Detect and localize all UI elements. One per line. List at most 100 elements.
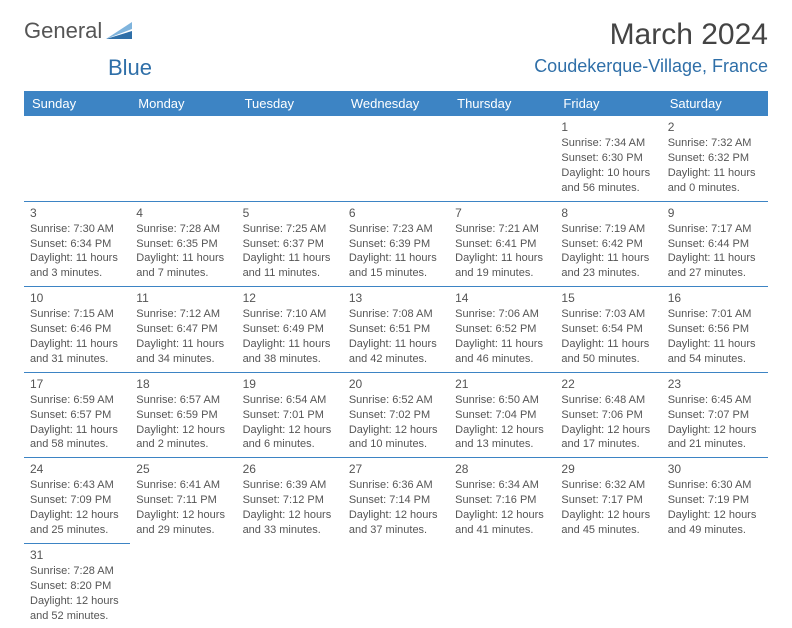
location-label: Coudekerque-Village, France xyxy=(534,56,768,77)
daylight2-text: and 2 minutes. xyxy=(136,437,230,452)
daylight2-text: and 58 minutes. xyxy=(30,437,124,452)
daylight2-text: and 10 minutes. xyxy=(349,437,443,452)
daylight2-text: and 38 minutes. xyxy=(243,352,337,367)
calendar-cell xyxy=(449,543,555,628)
day-number: 23 xyxy=(668,376,762,392)
sunrise-text: Sunrise: 6:39 AM xyxy=(243,478,337,493)
sunrise-text: Sunrise: 7:21 AM xyxy=(455,222,549,237)
month-title: March 2024 xyxy=(534,18,768,52)
daylight2-text: and 17 minutes. xyxy=(561,437,655,452)
day-number: 6 xyxy=(349,205,443,221)
calendar-cell: 11Sunrise: 7:12 AMSunset: 6:47 PMDayligh… xyxy=(130,287,236,373)
daylight1-text: Daylight: 12 hours xyxy=(30,594,124,609)
day-number: 14 xyxy=(455,290,549,306)
daylight2-text: and 45 minutes. xyxy=(561,523,655,538)
daylight2-text: and 13 minutes. xyxy=(455,437,549,452)
day-number: 9 xyxy=(668,205,762,221)
daylight1-text: Daylight: 11 hours xyxy=(136,251,230,266)
daylight1-text: Daylight: 11 hours xyxy=(243,337,337,352)
sunset-text: Sunset: 7:11 PM xyxy=(136,493,230,508)
calendar-row: 24Sunrise: 6:43 AMSunset: 7:09 PMDayligh… xyxy=(24,458,768,544)
daylight1-text: Daylight: 11 hours xyxy=(668,251,762,266)
daylight2-text: and 37 minutes. xyxy=(349,523,443,538)
daylight2-text: and 56 minutes. xyxy=(561,181,655,196)
calendar-cell: 7Sunrise: 7:21 AMSunset: 6:41 PMDaylight… xyxy=(449,201,555,287)
sunset-text: Sunset: 6:39 PM xyxy=(349,237,443,252)
day-number: 20 xyxy=(349,376,443,392)
sunrise-text: Sunrise: 7:10 AM xyxy=(243,307,337,322)
calendar-cell: 3Sunrise: 7:30 AMSunset: 6:34 PMDaylight… xyxy=(24,201,130,287)
day-number: 5 xyxy=(243,205,337,221)
day-number: 25 xyxy=(136,461,230,477)
calendar-cell: 13Sunrise: 7:08 AMSunset: 6:51 PMDayligh… xyxy=(343,287,449,373)
sunset-text: Sunset: 6:30 PM xyxy=(561,151,655,166)
day-number: 1 xyxy=(561,119,655,135)
day-number: 19 xyxy=(243,376,337,392)
daylight1-text: Daylight: 12 hours xyxy=(349,423,443,438)
sunset-text: Sunset: 6:47 PM xyxy=(136,322,230,337)
daylight1-text: Daylight: 11 hours xyxy=(455,337,549,352)
calendar-cell: 4Sunrise: 7:28 AMSunset: 6:35 PMDaylight… xyxy=(130,201,236,287)
calendar-cell: 15Sunrise: 7:03 AMSunset: 6:54 PMDayligh… xyxy=(555,287,661,373)
sunrise-text: Sunrise: 7:15 AM xyxy=(30,307,124,322)
sunrise-text: Sunrise: 6:50 AM xyxy=(455,393,549,408)
day-number: 28 xyxy=(455,461,549,477)
sunset-text: Sunset: 6:52 PM xyxy=(455,322,549,337)
daylight2-text: and 25 minutes. xyxy=(30,523,124,538)
sunset-text: Sunset: 7:06 PM xyxy=(561,408,655,423)
calendar-cell xyxy=(343,116,449,201)
daylight2-text: and 52 minutes. xyxy=(30,609,124,624)
sunset-text: Sunset: 6:35 PM xyxy=(136,237,230,252)
daylight1-text: Daylight: 11 hours xyxy=(561,251,655,266)
sunrise-text: Sunrise: 7:01 AM xyxy=(668,307,762,322)
day-number: 15 xyxy=(561,290,655,306)
daylight2-text: and 11 minutes. xyxy=(243,266,337,281)
day-number: 26 xyxy=(243,461,337,477)
calendar-row: 17Sunrise: 6:59 AMSunset: 6:57 PMDayligh… xyxy=(24,372,768,458)
daylight1-text: Daylight: 12 hours xyxy=(668,423,762,438)
daylight1-text: Daylight: 11 hours xyxy=(30,337,124,352)
day-number: 17 xyxy=(30,376,124,392)
daylight2-text: and 50 minutes. xyxy=(561,352,655,367)
daylight2-text: and 27 minutes. xyxy=(668,266,762,281)
calendar-row: 10Sunrise: 7:15 AMSunset: 6:46 PMDayligh… xyxy=(24,287,768,373)
daylight2-text: and 29 minutes. xyxy=(136,523,230,538)
daylight1-text: Daylight: 11 hours xyxy=(455,251,549,266)
day-number: 4 xyxy=(136,205,230,221)
sunset-text: Sunset: 6:42 PM xyxy=(561,237,655,252)
day-number: 31 xyxy=(30,547,124,563)
calendar-cell xyxy=(555,543,661,628)
weekday-header: Thursday xyxy=(449,91,555,116)
calendar-cell: 2Sunrise: 7:32 AMSunset: 6:32 PMDaylight… xyxy=(662,116,768,201)
sunset-text: Sunset: 7:01 PM xyxy=(243,408,337,423)
day-number: 29 xyxy=(561,461,655,477)
calendar-cell: 22Sunrise: 6:48 AMSunset: 7:06 PMDayligh… xyxy=(555,372,661,458)
sunset-text: Sunset: 7:17 PM xyxy=(561,493,655,508)
day-number: 3 xyxy=(30,205,124,221)
title-block: March 2024 Coudekerque-Village, France xyxy=(534,18,768,77)
daylight1-text: Daylight: 11 hours xyxy=(243,251,337,266)
daylight1-text: Daylight: 12 hours xyxy=(243,423,337,438)
day-number: 30 xyxy=(668,461,762,477)
day-number: 8 xyxy=(561,205,655,221)
sunset-text: Sunset: 7:07 PM xyxy=(668,408,762,423)
sunrise-text: Sunrise: 7:28 AM xyxy=(136,222,230,237)
sunrise-text: Sunrise: 6:30 AM xyxy=(668,478,762,493)
daylight2-text: and 34 minutes. xyxy=(136,352,230,367)
sunrise-text: Sunrise: 7:06 AM xyxy=(455,307,549,322)
logo: General xyxy=(24,18,136,44)
daylight1-text: Daylight: 11 hours xyxy=(668,337,762,352)
daylight1-text: Daylight: 12 hours xyxy=(561,508,655,523)
sunset-text: Sunset: 6:51 PM xyxy=(349,322,443,337)
sunrise-text: Sunrise: 6:34 AM xyxy=(455,478,549,493)
calendar-cell xyxy=(130,116,236,201)
calendar-cell: 6Sunrise: 7:23 AMSunset: 6:39 PMDaylight… xyxy=(343,201,449,287)
sunrise-text: Sunrise: 6:32 AM xyxy=(561,478,655,493)
daylight2-text: and 54 minutes. xyxy=(668,352,762,367)
day-number: 21 xyxy=(455,376,549,392)
daylight1-text: Daylight: 10 hours xyxy=(561,166,655,181)
sunrise-text: Sunrise: 7:34 AM xyxy=(561,136,655,151)
calendar-cell: 31Sunrise: 7:28 AMSunset: 8:20 PMDayligh… xyxy=(24,543,130,628)
day-number: 2 xyxy=(668,119,762,135)
daylight1-text: Daylight: 12 hours xyxy=(455,508,549,523)
